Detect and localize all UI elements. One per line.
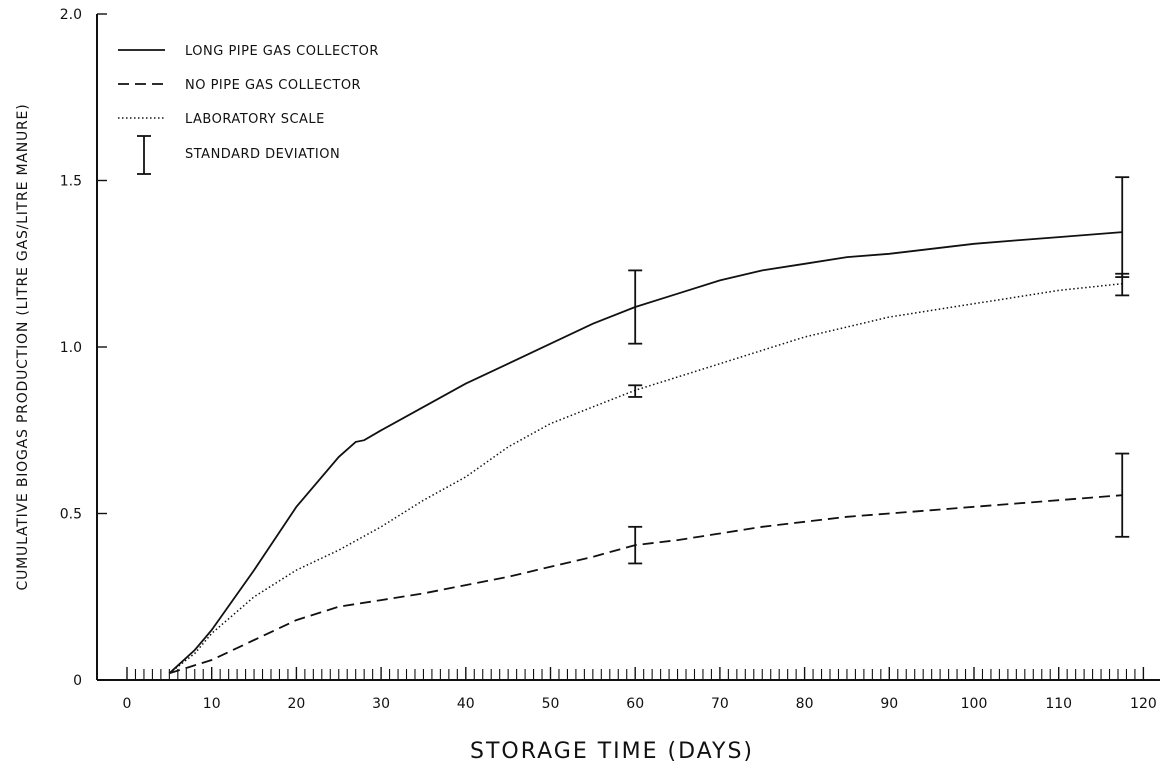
x-tick-label: 10 [203, 696, 221, 712]
x-tick-label: 20 [287, 696, 305, 712]
x-ticks: 0 10 20 30 40 50 60 70 80 90 100 110 120 [123, 667, 1157, 712]
legend-swatch-errorbar [137, 135, 151, 175]
error-bar [628, 269, 643, 345]
error-bar [628, 525, 643, 565]
legend-label-laboratory: LABORATORY SCALE [185, 112, 325, 127]
y-tick-label: 1.5 [60, 174, 82, 190]
series-no-pipe-gas-collector [169, 494, 1123, 675]
plot-area: 0 10 20 30 40 50 60 70 80 90 100 110 120 0 0.5 1.0 1.5 2… [60, 7, 1160, 712]
x-tick-label: 110 [1045, 696, 1072, 712]
error-bar [1115, 272, 1130, 297]
y-tick-label: 0 [73, 673, 82, 689]
x-tick-label: 70 [711, 696, 729, 712]
series-long-pipe-gas-collector [168, 231, 1123, 674]
y-ticks: 0 0.5 1.0 1.5 2.0 [60, 7, 107, 689]
legend-label-std-dev: STANDARD DEVIATION [185, 147, 340, 162]
x-tick-label: 90 [880, 696, 898, 712]
y-tick-label: 0.5 [60, 507, 82, 523]
x-tick-label: 50 [542, 696, 560, 712]
x-tick-label: 40 [457, 696, 475, 712]
legend-label-no-pipe: NO PIPE GAS COLLECTOR [185, 78, 361, 93]
series-layer [168, 231, 1123, 675]
x-tick-label: 120 [1130, 696, 1157, 712]
x-axis-title: STORAGE TIME (DAYS) [470, 739, 754, 764]
x-tick-label: 60 [626, 696, 644, 712]
x-tick-label: 80 [796, 696, 814, 712]
series-laboratory-scale [168, 282, 1123, 674]
error-bar [1115, 452, 1130, 538]
x-tick-label: 0 [123, 696, 132, 712]
error-bar [628, 384, 643, 398]
y-axis-title: CUMULATIVE BIOGAS PRODUCTION (LITRE GAS/… [15, 104, 31, 591]
x-tick-label: 100 [961, 696, 988, 712]
y-tick-label: 1.0 [60, 340, 82, 356]
errorbar-layer [628, 176, 1130, 565]
legend: LONG PIPE GAS COLLECTOR NO PIPE GAS COLL… [118, 44, 379, 175]
x-minor-ticks [134, 669, 1136, 680]
x-tick-label: 30 [372, 696, 390, 712]
error-bar [1115, 176, 1130, 278]
legend-label-long-pipe: LONG PIPE GAS COLLECTOR [185, 44, 379, 59]
y-tick-label: 2.0 [60, 7, 82, 23]
